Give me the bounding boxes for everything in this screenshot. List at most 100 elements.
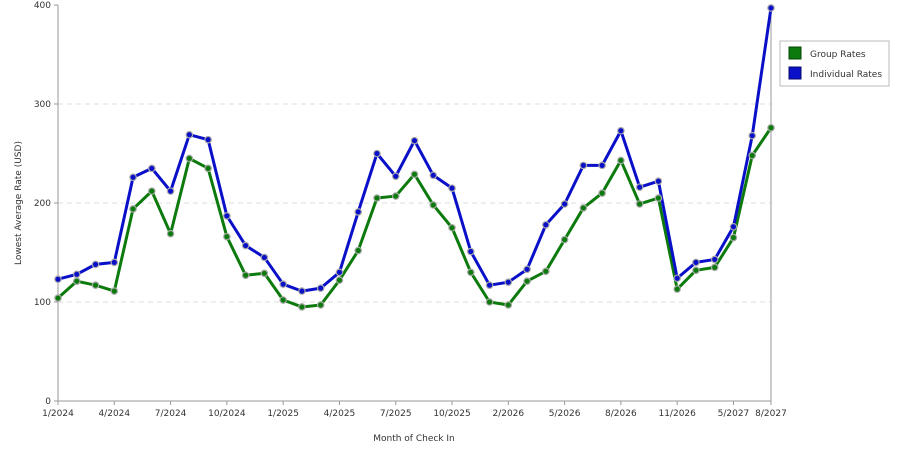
data-point-group-rates — [241, 271, 250, 280]
x-ticks: 1/2024 4/2024 7/2024 10/2024 1/2025 4/2025 7/2… — [42, 401, 787, 419]
x-tick-label: 11/2026 — [658, 409, 696, 419]
legend-swatch-individual-rates — [788, 66, 802, 80]
data-point-group-rates — [391, 192, 400, 200]
y-tick-label: 200 — [34, 199, 51, 209]
data-point-group-rates — [316, 301, 325, 309]
x-tick-label: 10/2025 — [433, 409, 470, 419]
data-point-group-rates — [260, 269, 269, 278]
data-point-individual-rates — [617, 126, 625, 135]
y-tick-label: 400 — [34, 1, 51, 11]
data-point-group-rates — [654, 194, 663, 202]
data-point-group-rates — [429, 201, 438, 209]
x-tick-label: 7/2024 — [155, 409, 187, 419]
data-point-group-rates — [767, 123, 775, 132]
x-axis-title: Month of Check In — [373, 434, 455, 444]
y-ticks: 0 100 200 300 400 — [34, 1, 58, 407]
data-point-individual-rates — [654, 177, 663, 186]
y-tick-label: 100 — [34, 298, 51, 308]
data-point-individual-rates — [166, 187, 175, 195]
x-tick-label: 8/2027 — [755, 409, 787, 419]
x-tick-label: 5/2027 — [718, 409, 750, 419]
data-point-group-rates — [298, 303, 306, 311]
x-tick-label: 5/2026 — [549, 409, 581, 419]
data-point-individual-rates — [598, 161, 606, 170]
data-point-group-rates — [354, 246, 363, 255]
data-point-group-rates — [748, 151, 757, 160]
data-point-individual-rates — [223, 212, 231, 220]
x-tick-label: 8/2026 — [605, 409, 637, 419]
data-point-group-rates — [335, 276, 344, 285]
data-point-individual-rates — [91, 260, 100, 269]
data-point-group-rates — [635, 200, 644, 208]
data-point-individual-rates — [635, 183, 644, 191]
data-point-individual-rates — [579, 161, 588, 170]
legend-label-group-rates: Group Rates — [810, 50, 866, 60]
data-point-group-rates — [560, 235, 569, 244]
data-point-group-rates — [204, 164, 212, 173]
data-point-individual-rates — [391, 172, 400, 181]
data-point-individual-rates — [523, 265, 531, 274]
data-point-individual-rates — [260, 253, 269, 262]
data-point-group-rates — [185, 154, 194, 163]
data-point-group-rates — [223, 232, 231, 241]
data-point-individual-rates — [316, 284, 325, 292]
data-point-group-rates — [673, 285, 681, 293]
data-point-group-rates — [729, 233, 738, 242]
data-point-group-rates — [54, 294, 62, 302]
data-point-individual-rates — [729, 222, 738, 231]
data-point-group-rates — [410, 170, 419, 179]
data-point-individual-rates — [279, 280, 287, 288]
data-point-individual-rates — [110, 258, 119, 267]
data-point-individual-rates — [504, 278, 513, 287]
data-point-individual-rates — [204, 135, 212, 144]
data-point-group-rates — [523, 277, 531, 286]
data-point-individual-rates — [410, 136, 419, 145]
data-point-individual-rates — [466, 247, 475, 256]
data-point-group-rates — [466, 268, 475, 277]
legend-label-individual-rates: Individual Rates — [810, 70, 882, 80]
data-point-individual-rates — [298, 287, 306, 295]
data-point-individual-rates — [673, 274, 681, 283]
y-axis-title: Lowest Average Rate (USD) — [14, 141, 24, 265]
data-point-individual-rates — [354, 208, 363, 216]
data-point-individual-rates — [72, 270, 81, 279]
legend-swatch-group-rates — [788, 46, 802, 60]
x-tick-label: 1/2024 — [42, 409, 74, 419]
data-point-individual-rates — [767, 4, 775, 12]
data-point-individual-rates — [335, 268, 344, 277]
data-point-group-rates — [166, 229, 175, 238]
data-point-individual-rates — [129, 173, 137, 182]
data-point-individual-rates — [448, 184, 456, 192]
data-point-group-rates — [542, 267, 550, 276]
x-tick-label: 4/2024 — [98, 409, 130, 419]
y-tick-label: 300 — [34, 100, 51, 110]
x-tick-label: 7/2025 — [380, 409, 412, 419]
data-point-group-rates — [373, 194, 381, 202]
data-point-group-rates — [485, 298, 494, 306]
series — [54, 4, 775, 311]
x-tick-label: 4/2025 — [324, 409, 356, 419]
data-point-individual-rates — [710, 255, 719, 264]
data-point-individual-rates — [560, 200, 569, 208]
data-point-individual-rates — [692, 258, 700, 267]
data-point-individual-rates — [748, 131, 757, 140]
data-point-group-rates — [448, 223, 456, 232]
data-point-group-rates — [504, 301, 513, 309]
data-point-group-rates — [148, 187, 156, 195]
data-point-individual-rates — [542, 220, 550, 229]
data-point-group-rates — [617, 156, 625, 165]
y-tick-label: 0 — [45, 397, 51, 407]
data-point-individual-rates — [54, 275, 62, 284]
data-point-individual-rates — [373, 149, 381, 158]
data-point-group-rates — [692, 266, 700, 275]
series-line-individual-rates — [57, 7, 773, 293]
data-point-group-rates — [279, 296, 287, 304]
data-point-group-rates — [91, 281, 100, 289]
data-point-group-rates — [110, 287, 119, 295]
data-point-group-rates — [129, 205, 137, 213]
data-point-individual-rates — [241, 241, 250, 250]
data-point-individual-rates — [429, 171, 438, 180]
x-tick-label: 10/2024 — [208, 409, 246, 419]
